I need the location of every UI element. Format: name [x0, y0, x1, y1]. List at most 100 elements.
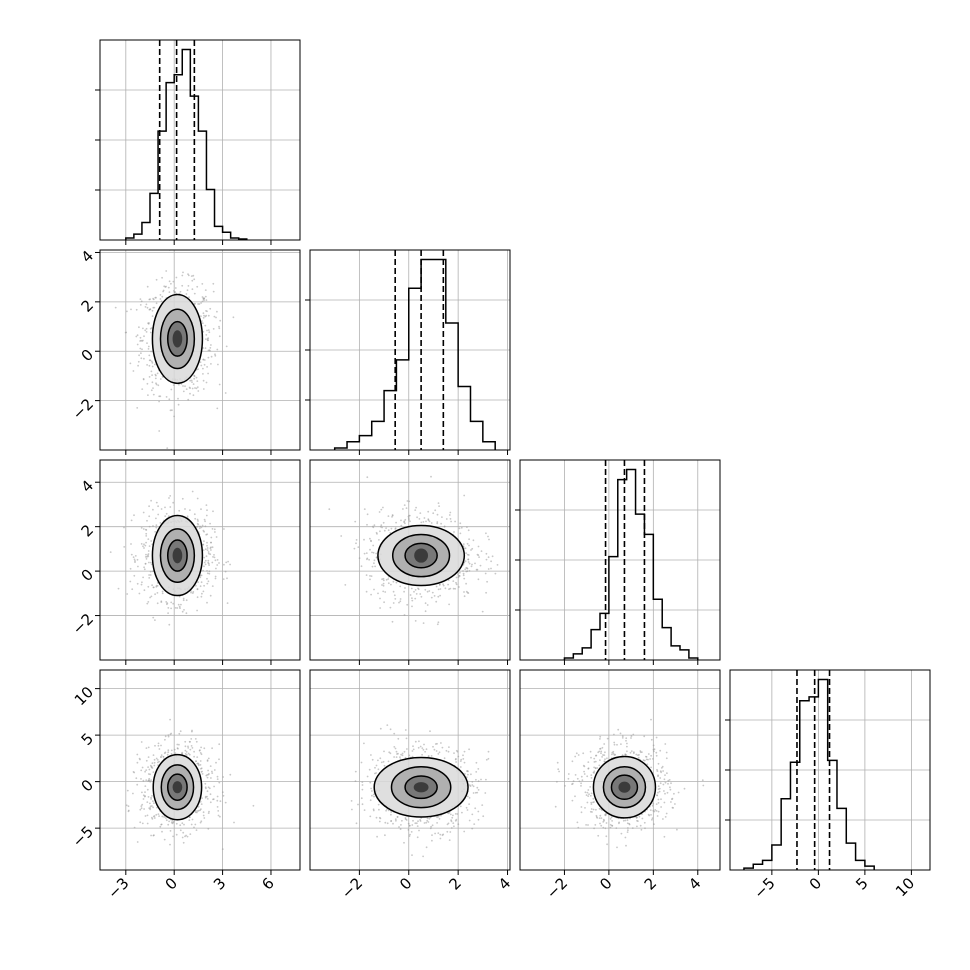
scatter-point	[135, 308, 138, 311]
scatter-point	[439, 833, 442, 836]
scatter-point	[612, 752, 615, 755]
scatter-point	[465, 806, 468, 809]
scatter-point	[440, 742, 442, 744]
scatter-point	[143, 547, 145, 549]
scatter-point	[194, 811, 197, 814]
scatter-point	[448, 588, 450, 591]
scatter-point	[429, 730, 431, 733]
scatter-point	[207, 372, 209, 375]
scatter-point	[616, 743, 618, 746]
scatter-point	[149, 764, 152, 767]
scatter-point	[601, 746, 604, 749]
scatter-point	[657, 791, 659, 794]
scatter-point	[189, 387, 191, 389]
y-tick-label: 10	[71, 683, 97, 709]
scatter-point	[455, 758, 457, 760]
scatter-point	[167, 286, 170, 289]
scatter-point	[152, 525, 154, 527]
scatter-point	[199, 525, 201, 528]
scatter-point	[144, 306, 147, 308]
scatter-point	[140, 357, 143, 360]
scatter-point	[673, 792, 675, 795]
scatter-point	[589, 750, 592, 753]
scatter-point	[587, 824, 589, 826]
scatter-point	[580, 785, 582, 787]
scatter-point	[159, 395, 162, 398]
scatter-point	[452, 587, 455, 590]
scatter-point	[141, 822, 144, 825]
panel-frame	[99, 39, 301, 241]
scatter-point	[448, 746, 450, 748]
scatter-point	[206, 601, 208, 604]
scatter-point	[196, 588, 199, 590]
scatter-point	[218, 562, 220, 564]
scatter-point	[465, 570, 468, 573]
scatter-point	[145, 303, 148, 306]
scatter-point	[187, 747, 190, 749]
scatter-point	[138, 592, 141, 595]
scatter-point	[365, 574, 368, 576]
scatter-point	[143, 335, 145, 338]
scatter-point	[627, 827, 629, 829]
scatter-point	[185, 293, 188, 295]
scatter-point	[357, 546, 360, 548]
scatter-point	[204, 347, 207, 349]
scatter-point	[208, 773, 210, 775]
scatter-point	[144, 544, 147, 547]
scatter-point	[600, 752, 602, 755]
scatter-point	[652, 744, 655, 747]
scatter-point	[621, 737, 624, 739]
scatter-point	[664, 743, 667, 745]
scatter-point	[205, 338, 207, 340]
scatter-point	[201, 524, 204, 527]
scatter-point	[408, 835, 411, 837]
scatter-point	[219, 319, 222, 322]
scatter-point	[360, 761, 363, 764]
scatter-point	[224, 801, 227, 804]
scatter-point	[594, 767, 597, 770]
scatter-point	[674, 803, 676, 805]
x-tick-label: 0	[596, 874, 615, 893]
scatter-point	[154, 619, 156, 621]
scatter-point	[174, 607, 177, 609]
scatter-point	[375, 816, 378, 819]
scatter-point	[471, 784, 474, 786]
scatter-point	[394, 528, 397, 530]
scatter-point	[436, 521, 439, 523]
scatter-point	[218, 383, 221, 386]
scatter-point	[215, 316, 217, 319]
scatter-point	[149, 773, 151, 776]
scatter-point	[216, 806, 219, 808]
density-fill	[172, 330, 183, 348]
scatter-point	[188, 753, 191, 756]
scatter-point	[399, 598, 402, 600]
scatter-point	[114, 306, 117, 309]
scatter-point	[659, 749, 662, 752]
scatter-point	[166, 753, 169, 756]
scatter-point	[213, 528, 216, 531]
scatter-point	[593, 757, 596, 760]
scatter-point	[160, 744, 162, 747]
scatter-point	[554, 805, 557, 808]
scatter-point	[147, 538, 150, 540]
scatter-point	[151, 360, 153, 363]
scatter-point	[194, 387, 196, 389]
scatter-point	[658, 790, 661, 793]
scatter-point	[212, 290, 215, 293]
scatter-point	[140, 300, 143, 303]
scatter-point	[433, 595, 436, 597]
scatter-point	[206, 759, 209, 762]
scatter-point	[586, 791, 589, 794]
scatter-point	[603, 743, 606, 745]
scatter-point	[151, 805, 153, 807]
scatter-point	[140, 583, 143, 586]
scatter-point	[203, 518, 206, 521]
scatter-point	[141, 791, 143, 794]
scatter-point	[194, 823, 197, 826]
scatter-point	[205, 334, 208, 336]
scatter-point	[366, 476, 369, 479]
scatter-point	[207, 551, 210, 553]
scatter-point	[202, 529, 205, 532]
scatter-point	[598, 817, 601, 819]
scatter-point	[366, 523, 368, 526]
